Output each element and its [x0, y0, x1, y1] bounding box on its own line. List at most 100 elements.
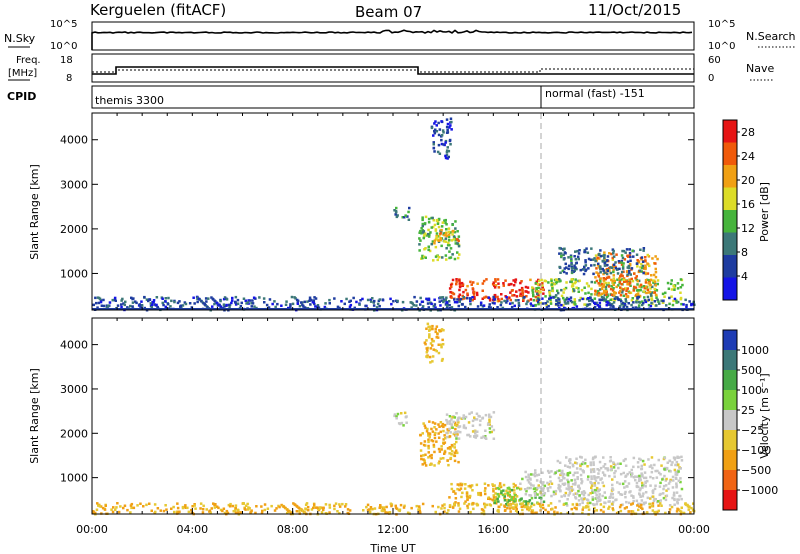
- data-cell: [679, 480, 682, 484]
- data-cell: [444, 218, 447, 222]
- data-cell: [550, 470, 553, 473]
- data-cell: [616, 272, 620, 275]
- data-cell: [621, 503, 624, 506]
- data-cell: [564, 252, 567, 255]
- data-cell: [560, 479, 563, 482]
- data-cell: [481, 508, 485, 512]
- colorbar-swatch: [723, 370, 737, 390]
- data-cell: [395, 215, 399, 219]
- data-cell: [459, 430, 462, 434]
- data-cell: [515, 495, 519, 498]
- data-cell: [419, 511, 422, 514]
- data-cell: [566, 472, 570, 475]
- data-cell: [625, 248, 629, 251]
- data-cell: [620, 273, 623, 276]
- data-cell: [439, 296, 442, 299]
- data-cell: [393, 209, 396, 212]
- data-cell: [550, 278, 553, 281]
- data-cell: [476, 293, 479, 297]
- data-cell: [196, 300, 199, 304]
- data-cell: [456, 242, 459, 245]
- data-cell: [523, 296, 526, 299]
- data-cell: [570, 267, 574, 270]
- data-cell: [483, 506, 487, 509]
- data-cell: [668, 511, 671, 514]
- data-cell: [155, 303, 158, 307]
- data-cell: [471, 489, 474, 492]
- data-cell: [608, 460, 612, 463]
- data-cell: [573, 255, 576, 258]
- data-cell: [394, 504, 397, 508]
- data-cell: [628, 291, 631, 295]
- data-cell: [506, 491, 509, 495]
- data-cell: [179, 305, 182, 308]
- data-cell: [573, 471, 577, 475]
- data-cell: [156, 306, 159, 309]
- data-cell: [305, 502, 309, 505]
- data-cell: [640, 266, 644, 270]
- data-cell: [621, 482, 625, 486]
- data-cell: [445, 151, 449, 154]
- data-cell: [633, 285, 636, 289]
- data-cell: [423, 341, 427, 344]
- data-cell: [344, 503, 348, 506]
- data-cell: [372, 304, 376, 307]
- data-cell: [499, 484, 502, 488]
- data-cell: [145, 298, 149, 301]
- data-cell: [403, 216, 406, 219]
- data-cell: [555, 303, 558, 306]
- data-cell: [494, 278, 497, 281]
- data-cell: [637, 288, 640, 292]
- data-cell: [439, 232, 442, 235]
- data-cell: [493, 286, 497, 289]
- data-cell: [469, 510, 472, 514]
- data-cell: [439, 329, 443, 333]
- data-cell: [505, 489, 508, 493]
- data-cell: [637, 295, 640, 299]
- data-cell: [448, 126, 451, 129]
- data-cell: [434, 229, 438, 232]
- data-cell: [435, 428, 438, 431]
- data-cell: [611, 280, 614, 283]
- data-cell: [622, 288, 625, 291]
- data-cell: [596, 289, 600, 293]
- data-cell: [445, 301, 448, 304]
- data-cell: [471, 424, 475, 427]
- data-cell: [198, 298, 201, 301]
- data-cell: [612, 462, 616, 466]
- data-cell: [568, 492, 571, 495]
- data-cell: [556, 289, 559, 292]
- data-cell: [565, 456, 568, 459]
- data-cell: [459, 298, 463, 301]
- data-cell: [601, 494, 604, 498]
- data-cell: [448, 420, 452, 423]
- data-cell: [536, 502, 539, 505]
- data-cell: [665, 489, 668, 492]
- data-cell: [585, 304, 589, 308]
- data-cell: [487, 305, 491, 309]
- data-cell: [426, 349, 429, 352]
- data-cell: [446, 459, 449, 462]
- data-cell: [641, 507, 644, 511]
- data-cell: [341, 502, 344, 506]
- data-cell: [457, 430, 460, 433]
- data-cell: [605, 303, 608, 307]
- data-cell: [517, 304, 521, 307]
- data-cell: [324, 302, 327, 305]
- data-cell: [562, 253, 565, 257]
- data-cell: [640, 503, 643, 507]
- data-cell: [571, 503, 575, 506]
- data-cell: [488, 431, 492, 434]
- data-cell: [453, 454, 457, 458]
- data-cell: [373, 299, 376, 303]
- data-cell: [549, 301, 553, 304]
- data-cell: [484, 487, 487, 490]
- data-cell: [633, 272, 636, 275]
- data-cell: [424, 215, 428, 219]
- data-cell: [278, 505, 281, 509]
- data-cell: [622, 270, 625, 273]
- data-cell: [600, 292, 604, 295]
- data-cell: [423, 232, 427, 235]
- data-cell: [565, 272, 568, 275]
- data-cell: [449, 422, 452, 426]
